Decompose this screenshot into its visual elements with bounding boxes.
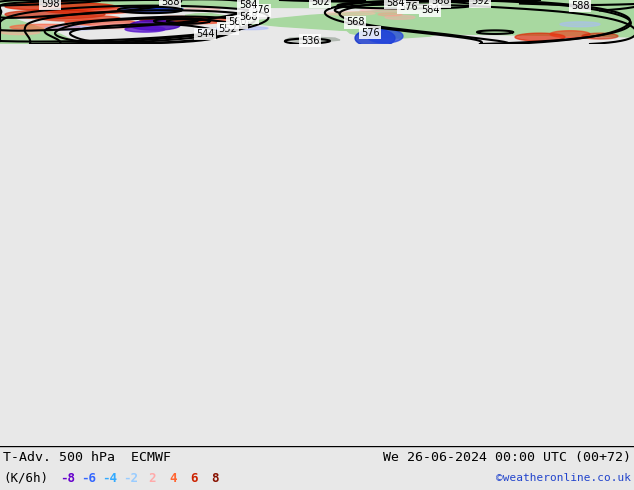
Text: 584: 584	[239, 0, 257, 9]
Text: 6: 6	[190, 471, 198, 485]
Text: 552: 552	[219, 24, 237, 34]
Text: -2: -2	[124, 471, 138, 485]
Polygon shape	[130, 20, 180, 30]
Polygon shape	[140, 18, 210, 23]
Polygon shape	[285, 37, 340, 42]
Polygon shape	[0, 30, 40, 35]
Text: 4: 4	[169, 471, 177, 485]
Text: 576: 576	[361, 27, 379, 38]
Text: 544: 544	[196, 29, 214, 39]
Text: 576: 576	[250, 5, 269, 16]
Polygon shape	[0, 0, 634, 8]
Polygon shape	[560, 22, 600, 27]
Text: 584: 584	[385, 0, 404, 7]
Text: 576: 576	[399, 2, 417, 13]
Polygon shape	[550, 31, 590, 38]
Polygon shape	[515, 33, 565, 41]
Text: 588: 588	[571, 0, 589, 10]
Polygon shape	[170, 21, 220, 24]
Polygon shape	[195, 28, 235, 32]
Polygon shape	[125, 9, 175, 13]
Text: 592: 592	[470, 0, 489, 6]
Polygon shape	[90, 24, 150, 29]
Polygon shape	[157, 16, 193, 19]
Text: 568: 568	[239, 12, 257, 23]
Polygon shape	[65, 19, 135, 25]
Polygon shape	[360, 9, 400, 12]
Polygon shape	[0, 14, 80, 44]
Polygon shape	[220, 0, 634, 37]
Text: 560: 560	[228, 17, 246, 27]
Text: 2: 2	[148, 471, 156, 485]
Text: We 26-06-2024 00:00 UTC (00+72): We 26-06-2024 00:00 UTC (00+72)	[383, 450, 631, 464]
Polygon shape	[385, 15, 415, 19]
Text: -4: -4	[103, 471, 117, 485]
Polygon shape	[367, 29, 403, 43]
Polygon shape	[10, 24, 80, 30]
Polygon shape	[232, 27, 268, 30]
Polygon shape	[125, 26, 165, 32]
Text: 584: 584	[421, 5, 439, 16]
Text: 536: 536	[301, 36, 320, 46]
Polygon shape	[185, 13, 230, 18]
Polygon shape	[5, 10, 105, 19]
Polygon shape	[120, 7, 160, 10]
Text: -8: -8	[60, 471, 75, 485]
Text: T-Adv. 500 hPa  ECMWF: T-Adv. 500 hPa ECMWF	[3, 450, 171, 464]
Text: 588: 588	[161, 0, 179, 6]
Polygon shape	[175, 17, 215, 19]
Polygon shape	[5, 2, 115, 10]
Text: -6: -6	[82, 471, 96, 485]
Polygon shape	[378, 13, 402, 16]
Polygon shape	[147, 7, 183, 10]
Text: ©weatheronline.co.uk: ©weatheronline.co.uk	[496, 473, 631, 483]
Text: 8: 8	[211, 471, 219, 485]
Polygon shape	[355, 29, 395, 47]
Text: 598: 598	[41, 0, 59, 8]
Text: 568: 568	[346, 17, 365, 27]
Polygon shape	[340, 24, 440, 38]
Text: (K/6h): (K/6h)	[3, 471, 48, 485]
Text: 568: 568	[430, 0, 450, 6]
Polygon shape	[180, 8, 220, 11]
Polygon shape	[582, 33, 618, 39]
Polygon shape	[130, 8, 180, 12]
Polygon shape	[45, 26, 95, 30]
Polygon shape	[40, 15, 120, 21]
Polygon shape	[45, 7, 135, 14]
Text: 502: 502	[311, 0, 329, 6]
Polygon shape	[190, 18, 230, 21]
Polygon shape	[325, 12, 375, 15]
